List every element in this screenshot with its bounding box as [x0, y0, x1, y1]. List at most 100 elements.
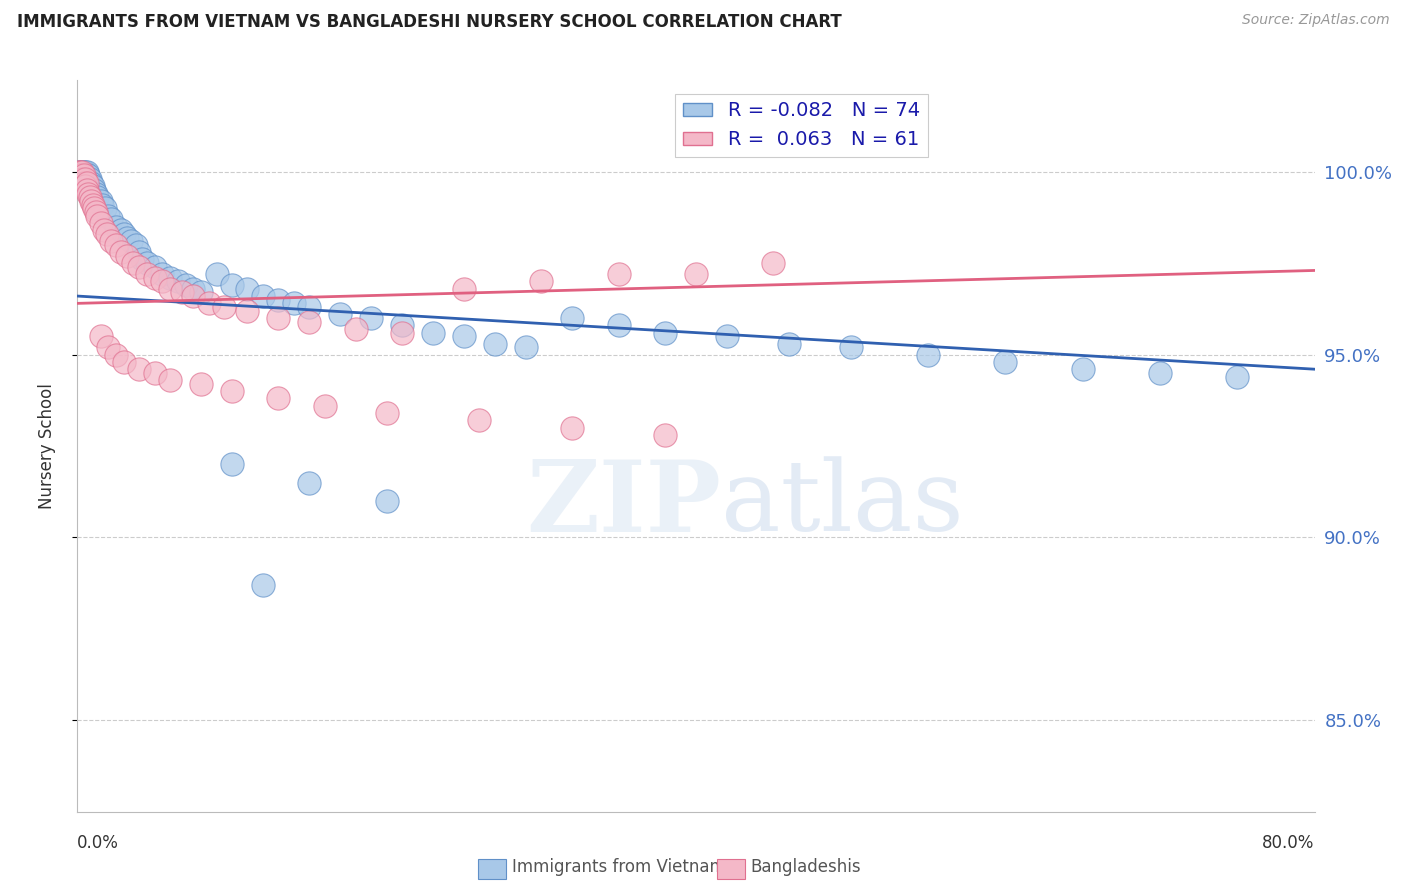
Text: atlas: atlas: [721, 457, 963, 552]
Text: ZIP: ZIP: [526, 456, 721, 553]
Point: [97, 340, 120, 354]
Point: [69, 169, 91, 183]
Point: [453, 329, 475, 343]
Point: [79, 172, 101, 186]
Point: [100, 234, 122, 248]
Point: [90, 329, 112, 343]
Point: [607, 267, 630, 281]
Point: [221, 384, 243, 399]
Point: [105, 238, 128, 252]
Point: [561, 311, 583, 326]
Point: [115, 249, 138, 263]
Text: Immigrants from Vietnam: Immigrants from Vietnam: [512, 858, 725, 876]
Point: [221, 458, 243, 472]
Point: [190, 285, 212, 300]
Point: [115, 230, 138, 244]
Point: [82, 197, 104, 211]
Point: [762, 256, 785, 270]
Point: [83, 183, 105, 197]
Point: [93, 223, 115, 237]
Point: [1071, 362, 1094, 376]
Y-axis label: Nursery School: Nursery School: [38, 383, 56, 509]
Point: [79, 179, 101, 194]
Point: [685, 267, 707, 281]
Point: [778, 336, 800, 351]
Point: [236, 282, 259, 296]
Point: [484, 336, 506, 351]
Point: [515, 340, 537, 354]
Point: [314, 399, 336, 413]
Point: [917, 348, 939, 362]
Point: [329, 307, 352, 321]
Point: [167, 274, 190, 288]
Point: [67, 172, 90, 186]
Point: [183, 289, 205, 303]
Point: [128, 260, 150, 274]
Point: [76, 176, 98, 190]
Point: [344, 322, 367, 336]
Point: [69, 169, 91, 183]
Point: [183, 282, 205, 296]
Point: [174, 278, 197, 293]
Point: [391, 326, 413, 340]
Point: [72, 169, 94, 183]
Text: Bangladeshis: Bangladeshis: [751, 858, 862, 876]
Point: [360, 311, 382, 326]
Point: [267, 293, 290, 307]
Point: [298, 475, 321, 490]
Point: [221, 278, 243, 293]
Point: [77, 186, 100, 201]
Point: [72, 169, 94, 183]
Point: [298, 315, 321, 329]
Point: [1226, 369, 1249, 384]
Point: [121, 234, 143, 248]
Point: [77, 169, 100, 183]
Point: [198, 296, 221, 310]
Point: [422, 326, 444, 340]
Point: [607, 318, 630, 333]
Point: [267, 392, 290, 406]
Point: [75, 169, 96, 183]
Point: [1149, 366, 1171, 380]
Point: [96, 227, 118, 241]
Point: [143, 270, 166, 285]
Point: [84, 205, 107, 219]
Point: [82, 179, 104, 194]
Point: [67, 164, 90, 178]
Point: [172, 285, 194, 300]
Point: [110, 223, 132, 237]
Point: [67, 169, 90, 183]
Legend: R = -0.082   N = 74, R =  0.063   N = 61: R = -0.082 N = 74, R = 0.063 N = 61: [675, 94, 928, 157]
Point: [75, 172, 96, 186]
Point: [72, 176, 94, 190]
Point: [86, 209, 108, 223]
Point: [90, 216, 112, 230]
Point: [159, 282, 181, 296]
Point: [143, 366, 166, 380]
Point: [69, 164, 91, 178]
Point: [67, 169, 90, 183]
Point: [112, 355, 135, 369]
Point: [136, 256, 159, 270]
Point: [131, 252, 153, 267]
Point: [994, 355, 1017, 369]
Point: [70, 164, 93, 178]
Point: [391, 318, 413, 333]
Point: [76, 164, 98, 178]
Point: [205, 267, 228, 281]
Point: [159, 270, 181, 285]
Point: [77, 176, 100, 190]
Point: [75, 179, 96, 194]
Point: [79, 190, 101, 204]
Point: [267, 311, 290, 326]
Point: [72, 164, 94, 178]
Text: 80.0%: 80.0%: [1263, 834, 1315, 852]
Point: [91, 197, 114, 211]
Point: [83, 202, 105, 216]
Point: [128, 245, 150, 260]
Point: [70, 172, 93, 186]
Point: [80, 194, 103, 208]
Point: [136, 267, 159, 281]
Point: [84, 186, 107, 201]
Point: [100, 212, 122, 227]
